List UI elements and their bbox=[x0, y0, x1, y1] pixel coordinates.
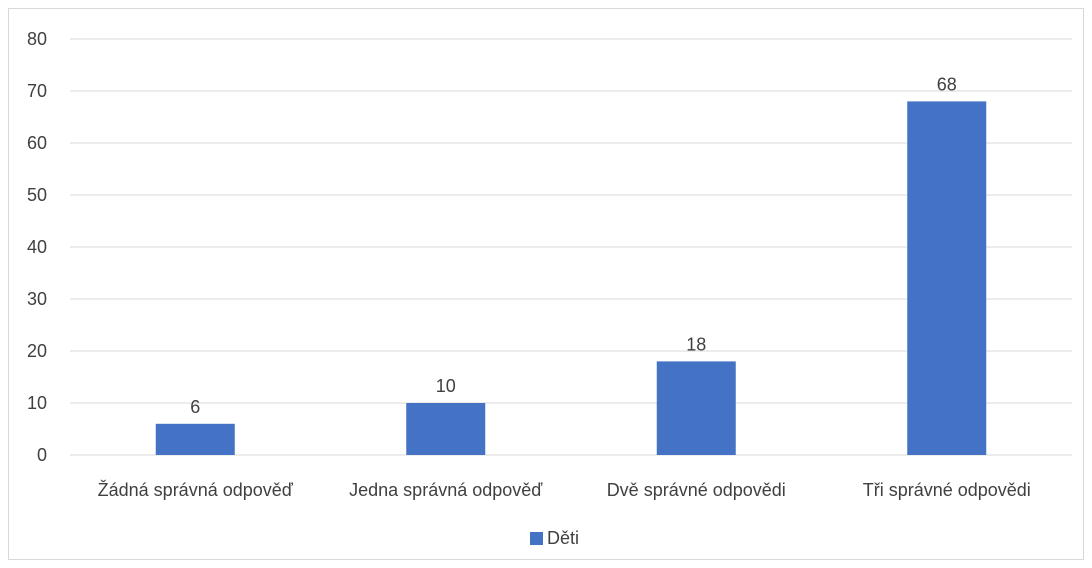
data-label: 68 bbox=[937, 74, 957, 94]
bar bbox=[406, 403, 486, 455]
y-tick-label: 30 bbox=[27, 289, 47, 309]
x-category-label: Dvě správné odpovědi bbox=[607, 480, 786, 500]
bar bbox=[907, 101, 987, 456]
y-tick-label: 40 bbox=[27, 237, 47, 257]
x-category-label: Jedna správná odpověď bbox=[349, 480, 543, 500]
bar bbox=[656, 361, 736, 455]
y-tick-label: 50 bbox=[27, 185, 47, 205]
y-tick-label: 60 bbox=[27, 133, 47, 153]
y-tick-label: 0 bbox=[37, 445, 47, 465]
y-tick-label: 70 bbox=[27, 81, 47, 101]
data-label: 18 bbox=[686, 334, 706, 354]
y-tick-label: 10 bbox=[27, 393, 47, 413]
x-category-label: Tři správné odpovědi bbox=[863, 480, 1031, 500]
x-category-label: Žádná správná odpověď bbox=[98, 480, 294, 500]
legend-swatch bbox=[530, 532, 543, 545]
bar bbox=[155, 423, 235, 455]
data-label: 10 bbox=[436, 376, 456, 396]
chart-frame bbox=[8, 8, 1084, 560]
y-tick-label: 80 bbox=[27, 29, 47, 49]
y-tick-label: 20 bbox=[27, 341, 47, 361]
data-label: 6 bbox=[190, 397, 200, 417]
legend-label: Děti bbox=[547, 528, 579, 548]
